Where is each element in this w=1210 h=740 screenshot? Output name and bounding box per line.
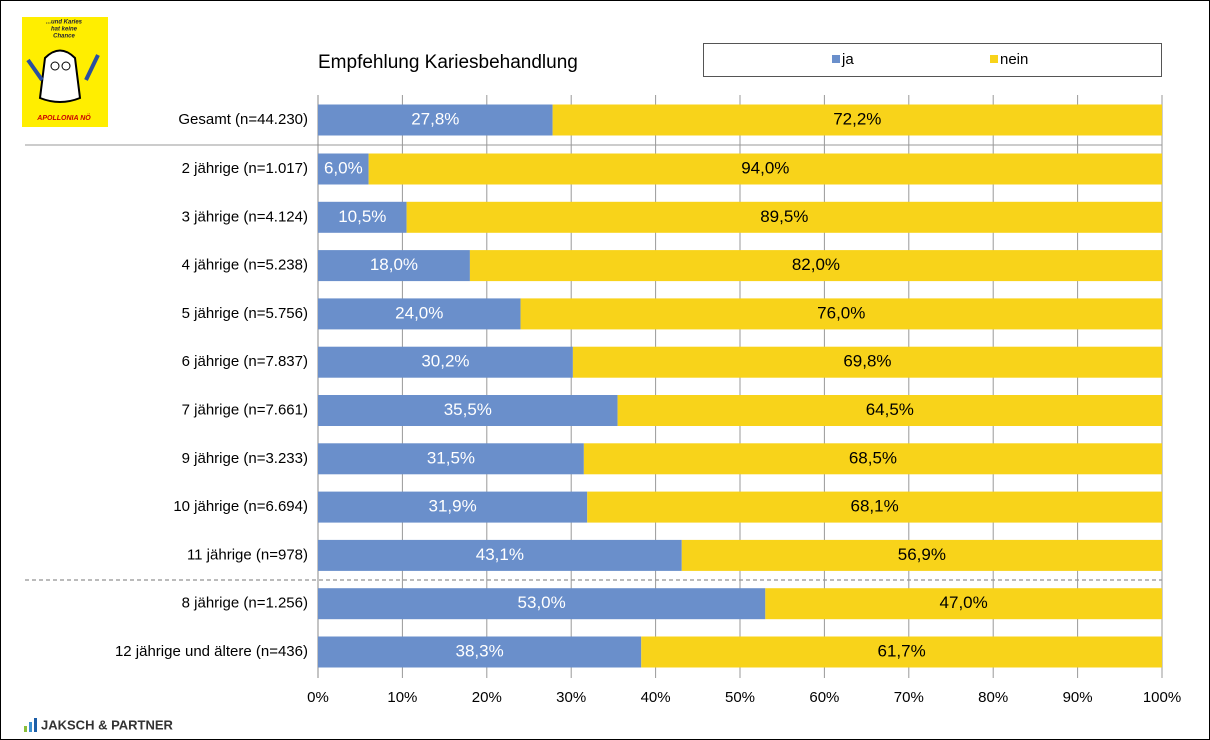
value-label: 56,9% xyxy=(898,545,946,564)
bar-segment xyxy=(318,201,407,233)
value-label: 76,0% xyxy=(817,303,865,322)
logo-text: Chance xyxy=(53,34,75,40)
value-label: 69,8% xyxy=(843,352,891,371)
value-label: 30,2% xyxy=(421,352,469,371)
bar-segment xyxy=(681,539,1162,571)
value-label: 72,2% xyxy=(833,109,881,128)
bar-segment xyxy=(572,346,1162,378)
footer-icon xyxy=(24,726,27,732)
value-label: 94,0% xyxy=(741,158,789,177)
y-tick-label: 11 jährige (n=978) xyxy=(187,546,308,563)
value-label: 10,5% xyxy=(338,207,386,226)
value-label: 31,9% xyxy=(429,497,477,516)
legend-label: nein xyxy=(1000,51,1028,68)
value-label: 43,1% xyxy=(476,545,524,564)
logo-eye xyxy=(61,61,71,71)
value-label: 24,0% xyxy=(395,303,443,322)
y-tick-label: 7 jährige (n=7.661) xyxy=(182,401,308,418)
logo-eye xyxy=(50,61,60,71)
x-tick-label: 80% xyxy=(978,689,1008,706)
bar-segment xyxy=(318,588,766,620)
y-tick-label: 5 jährige (n=5.756) xyxy=(182,305,308,322)
x-tick-label: 20% xyxy=(472,689,502,706)
bar-segment xyxy=(617,395,1162,426)
x-tick-label: 70% xyxy=(894,689,924,706)
bar-segment xyxy=(552,104,1162,136)
value-label: 31,5% xyxy=(427,448,475,467)
x-tick-label: 40% xyxy=(641,689,671,706)
footer-icon xyxy=(29,722,32,732)
y-tick-label: 9 jährige (n=3.233) xyxy=(182,450,308,467)
bar-segment xyxy=(469,250,1162,282)
legend-swatch xyxy=(832,55,840,63)
bar-segment xyxy=(583,443,1162,475)
value-label: 53,0% xyxy=(518,593,566,612)
value-label: 6,0% xyxy=(324,158,363,177)
logo-text: hat keine xyxy=(51,27,78,33)
bar-segment xyxy=(520,298,1162,330)
y-tick-label: 4 jährige (n=5.238) xyxy=(182,257,308,274)
value-label: 89,5% xyxy=(760,207,808,226)
legend-swatch xyxy=(990,55,998,63)
y-tick-label: 6 jährige (n=7.837) xyxy=(182,353,308,370)
grid xyxy=(317,95,1163,678)
footer-text: JAKSCH & PARTNER xyxy=(41,717,174,732)
logo-arm xyxy=(26,54,100,82)
value-label: 61,7% xyxy=(878,641,926,660)
y-tick-label: 8 jährige (n=1.256) xyxy=(182,595,308,612)
bar-segment xyxy=(318,395,618,426)
bar-segment xyxy=(368,153,1162,185)
value-label: 27,8% xyxy=(411,109,459,128)
bar-segment xyxy=(318,153,369,185)
x-tick-label: 100% xyxy=(1143,689,1181,706)
logo-name: APOLLONIA NÖ xyxy=(36,113,91,122)
bar-segment xyxy=(318,636,642,668)
logo-tooth xyxy=(38,49,82,103)
value-label: 82,0% xyxy=(792,255,840,274)
y-tick-label: 10 jährige (n=6.694) xyxy=(173,498,308,515)
x-tick-label: 90% xyxy=(1063,689,1093,706)
value-label: 18,0% xyxy=(370,255,418,274)
logo: ...und Karies hat keine Chance APOLLONIA… xyxy=(22,17,108,127)
x-tick-label: 10% xyxy=(387,689,417,706)
value-label: 35,5% xyxy=(444,400,492,419)
value-label: 68,5% xyxy=(849,448,897,467)
y-tick-label: 12 jährige und ältere (n=436) xyxy=(115,643,308,660)
bar-segment xyxy=(587,491,1162,523)
legend xyxy=(703,43,1162,77)
y-tick-label: 2 jährige (n=1.017) xyxy=(182,160,308,177)
chart-title: Empfehlung Kariesbehandlung xyxy=(318,52,578,73)
value-label: 68,1% xyxy=(851,497,899,516)
bar-segment xyxy=(318,250,470,282)
y-tick-label: 3 jährige (n=4.124) xyxy=(182,208,308,225)
bar-segment xyxy=(765,588,1162,620)
bar-segment xyxy=(318,443,584,475)
value-label: 64,5% xyxy=(866,400,914,419)
x-tick-label: 60% xyxy=(809,689,839,706)
bar-segment xyxy=(318,539,682,571)
x-tick-label: 30% xyxy=(556,689,586,706)
value-label: 47,0% xyxy=(940,593,988,612)
value-label: 38,3% xyxy=(456,641,504,660)
bar-segment xyxy=(318,346,573,378)
legend-label: ja xyxy=(841,51,854,68)
bar-segment xyxy=(641,636,1162,668)
bar-segment xyxy=(318,104,553,136)
bar-segment xyxy=(318,491,588,523)
bar-segment xyxy=(406,201,1162,233)
bar-segment xyxy=(318,298,521,330)
logo-text: ...und Karies xyxy=(46,20,83,26)
plot: 0% 10% 20% 30% 40% 50% 60% 70% 80% 90% 100% Gesamt … xyxy=(115,51,1181,706)
x-tick-label: 50% xyxy=(725,689,755,706)
footer: JAKSCH & PARTNER xyxy=(24,717,174,732)
y-tick-label: Gesamt (n=44.230) xyxy=(178,111,308,128)
footer-icon xyxy=(34,718,37,732)
x-tick-label: 0% xyxy=(307,689,329,706)
